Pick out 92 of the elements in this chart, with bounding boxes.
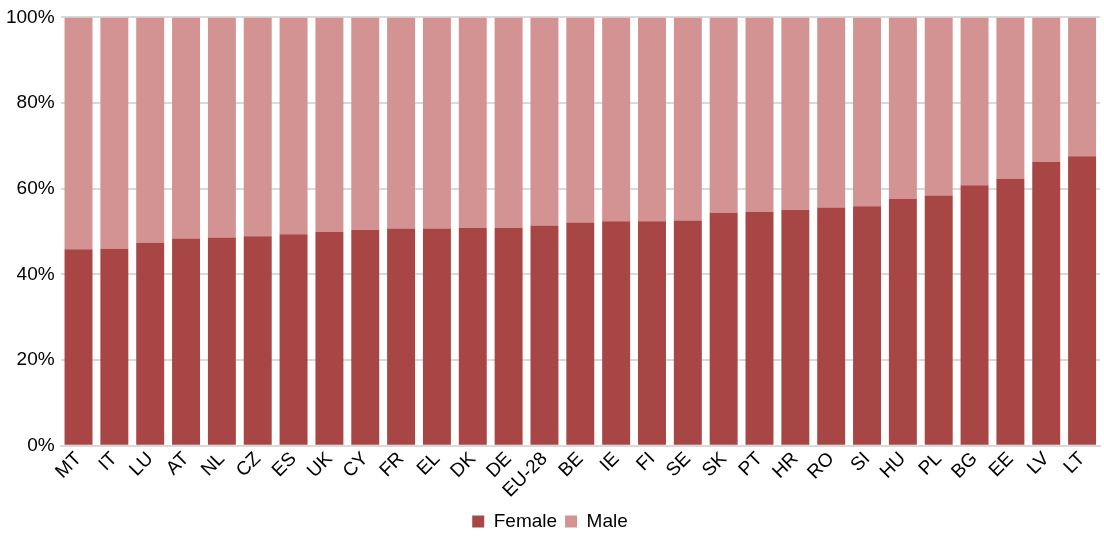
bar	[172, 238, 201, 445]
bar	[387, 228, 416, 445]
bar	[1032, 161, 1061, 445]
bar	[566, 222, 595, 445]
bar	[494, 227, 523, 445]
y-tick-label: 40%	[16, 262, 55, 284]
bar	[458, 17, 487, 228]
bar	[243, 17, 272, 237]
bar	[1068, 17, 1097, 157]
x-tick-label: FI	[631, 447, 659, 475]
bar	[817, 17, 846, 208]
bar	[100, 17, 129, 249]
x-tick-label: SE	[661, 447, 695, 481]
bar	[172, 17, 201, 239]
bar	[673, 220, 702, 445]
bar	[996, 17, 1025, 179]
bar	[888, 199, 917, 445]
x-tick-label: FR	[374, 447, 408, 481]
x-tick-label: NL	[196, 447, 229, 480]
y-tick-label: 60%	[16, 176, 55, 198]
bar	[387, 17, 416, 229]
bar	[64, 249, 93, 445]
x-tick-label: HU	[875, 447, 910, 482]
bar	[494, 17, 523, 228]
bar	[888, 17, 917, 200]
x-tick-label: PL	[913, 447, 946, 479]
x-tick-label: UK	[302, 447, 337, 482]
bar	[279, 17, 308, 235]
bar	[602, 221, 631, 445]
x-tick-label: EL	[412, 447, 444, 479]
x-tick-label: LT	[1059, 447, 1089, 478]
bar	[64, 17, 93, 250]
bar	[566, 17, 595, 223]
x-tick-label: PT	[734, 447, 767, 480]
bar	[1068, 156, 1097, 445]
bar	[315, 232, 344, 445]
bar	[279, 234, 308, 445]
x-tick-label: SI	[846, 447, 874, 476]
bar	[709, 17, 738, 213]
bar	[709, 212, 738, 445]
x-tick-label: SK	[697, 447, 731, 481]
bar	[243, 236, 272, 445]
y-tick-label: 100%	[5, 5, 55, 27]
x-tick-label: LV	[1022, 447, 1053, 478]
bar	[781, 209, 810, 445]
bar	[422, 228, 451, 445]
bar	[207, 17, 236, 238]
x-tick-label: IT	[94, 447, 122, 475]
bar	[924, 17, 953, 196]
x-tick-label: BE	[554, 447, 587, 481]
bar	[207, 237, 236, 445]
bar	[781, 17, 810, 210]
y-tick-label: 0%	[27, 434, 55, 456]
bar	[100, 248, 129, 445]
bar	[458, 227, 487, 445]
x-tick-label: DK	[445, 447, 480, 482]
bar	[638, 17, 666, 222]
bar	[530, 17, 559, 226]
x-tick-label: EE	[984, 447, 1017, 481]
bar	[351, 17, 380, 230]
bar	[745, 211, 774, 445]
bar	[853, 17, 882, 207]
bar	[1032, 17, 1061, 162]
bar	[996, 178, 1025, 445]
bar	[602, 17, 631, 222]
bar	[853, 206, 882, 445]
x-tick-label: AT	[161, 447, 193, 479]
bar	[315, 17, 344, 233]
bar	[960, 185, 989, 445]
x-tick-label: ES	[267, 447, 301, 481]
x-tick-label: CZ	[231, 447, 265, 481]
legend-label: Female	[493, 509, 558, 531]
bar	[136, 242, 165, 445]
x-tick-label: RO	[802, 447, 838, 483]
bar	[638, 221, 666, 445]
bar	[530, 225, 559, 445]
bar	[924, 195, 953, 445]
legend-label: Male	[586, 509, 628, 531]
x-tick-label: LU	[124, 447, 157, 480]
x-tick-label: CY	[338, 447, 372, 482]
bar	[673, 17, 702, 221]
bar	[136, 17, 165, 243]
bar	[817, 207, 846, 445]
x-tick-label: IE	[595, 447, 623, 476]
bar	[960, 17, 989, 186]
bar	[422, 17, 451, 229]
bar	[351, 229, 380, 445]
x-tick-label: HR	[767, 447, 802, 482]
y-tick-label: 80%	[16, 91, 55, 113]
x-tick-label: BG	[946, 447, 982, 482]
y-tick-label: 20%	[16, 348, 55, 370]
bar	[745, 17, 774, 212]
